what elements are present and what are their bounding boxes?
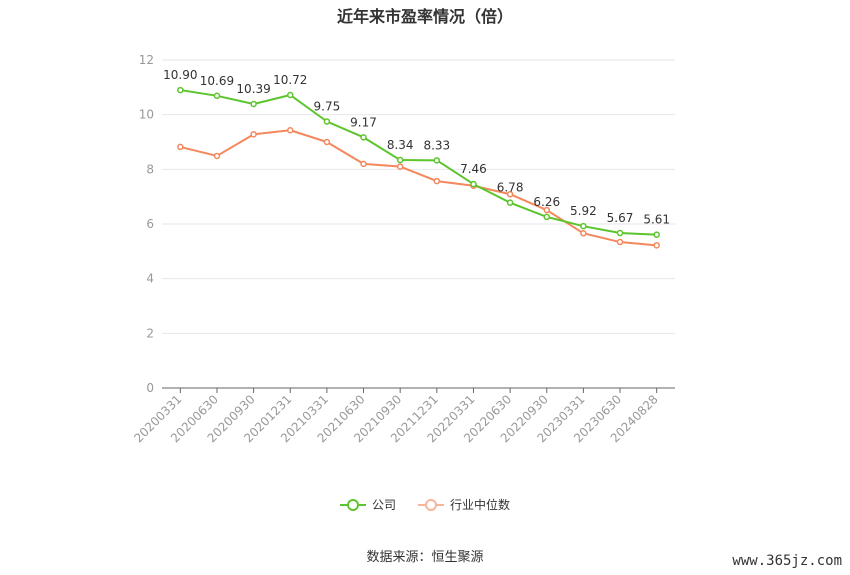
legend-item-industry-median[interactable]: 行业中位数 <box>418 496 510 513</box>
data-label-company: 7.46 <box>460 162 487 176</box>
data-point-company <box>213 92 221 100</box>
data-label-company: 6.26 <box>533 195 560 209</box>
data-label-company: 5.92 <box>570 204 597 218</box>
data-point-company <box>543 213 550 221</box>
data-label-company: 8.33 <box>423 138 450 152</box>
data-source: 数据来源：恒生聚源 <box>366 550 484 565</box>
data-label-company: 5.61 <box>643 213 670 227</box>
data-point-company <box>616 229 624 237</box>
data-point-company <box>396 156 404 164</box>
legend-label-industry-median: 行业中位数 <box>450 498 511 512</box>
data-point-company <box>250 100 257 108</box>
data-point-industry-median <box>360 160 367 168</box>
data-point-industry-median <box>396 163 404 170</box>
data-point-industry-median <box>213 152 221 160</box>
data-label-company: 10.39 <box>236 82 270 96</box>
data-point-company <box>470 180 477 188</box>
y-tick-label: 4 <box>146 272 154 286</box>
y-tick-label: 6 <box>146 217 154 231</box>
data-point-industry-median <box>616 238 624 246</box>
data-point-company <box>287 91 294 99</box>
legend-swatch-industry-median <box>418 498 444 512</box>
data-point-company <box>506 199 514 206</box>
series-line-industry-median <box>180 129 657 247</box>
watermark: www.365jz.com <box>732 553 842 569</box>
data-point-company <box>360 134 367 141</box>
data-point-company <box>433 157 441 164</box>
data-point-industry-median <box>287 126 294 134</box>
data-point-industry-median <box>653 242 660 249</box>
data-point-industry-median <box>323 138 331 146</box>
data-label-company: 9.17 <box>350 115 377 129</box>
y-tick-label: 12 <box>139 53 154 67</box>
y-tick-label: 2 <box>146 326 154 340</box>
y-tick-label: 10 <box>139 108 154 122</box>
legend-label-company: 公司 <box>371 498 396 512</box>
legend-item-company[interactable]: 公司 <box>339 496 396 513</box>
data-label-company: 6.78 <box>497 181 524 195</box>
data-point-company <box>653 231 660 238</box>
data-label-company: 5.67 <box>607 211 634 225</box>
data-label-company: 8.34 <box>387 138 414 152</box>
data-point-company <box>580 222 587 230</box>
data-point-industry-median <box>580 230 587 237</box>
data-point-industry-median <box>250 131 257 138</box>
chart-title: 近年来市盈率情况（倍） <box>336 7 513 26</box>
data-label-company: 10.90 <box>163 68 197 82</box>
data-point-industry-median <box>177 143 184 151</box>
data-point-company <box>177 86 184 94</box>
legend-swatch-company <box>339 498 366 512</box>
legend: 公司 行业中位数 <box>0 496 850 513</box>
data-point-industry-median <box>506 190 514 198</box>
data-label-company: 10.72 <box>273 73 307 87</box>
data-point-company <box>323 118 331 125</box>
data-label-company: 10.69 <box>200 74 234 88</box>
data-point-industry-median <box>543 206 550 214</box>
y-tick-label: 0 <box>146 381 154 395</box>
data-point-industry-median <box>433 177 441 185</box>
series-line-company <box>180 89 657 236</box>
y-tick-label: 8 <box>146 162 154 176</box>
data-label-company: 9.75 <box>314 100 341 114</box>
